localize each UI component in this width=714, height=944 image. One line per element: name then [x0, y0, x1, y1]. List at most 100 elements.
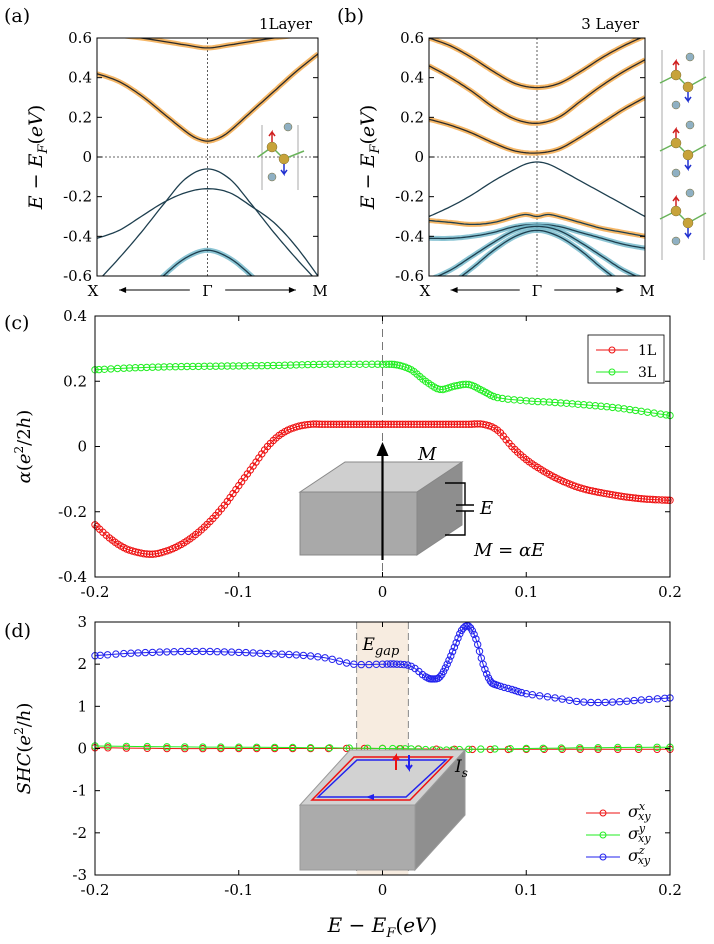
x-tick-label-x: X — [88, 282, 99, 300]
data-point — [620, 493, 628, 501]
data-point — [143, 363, 151, 372]
x-tick-label: -0.1 — [224, 881, 253, 899]
band-line-2 — [101, 168, 314, 276]
data-point — [281, 361, 289, 369]
data-point — [344, 360, 352, 368]
legend-marker — [599, 831, 607, 839]
data-point — [131, 364, 140, 372]
data-point — [309, 360, 318, 369]
data-point — [407, 662, 415, 670]
data-point — [430, 420, 438, 428]
data-point — [433, 384, 441, 393]
data-point — [309, 420, 318, 428]
data-point — [404, 661, 412, 669]
block-front — [299, 491, 418, 556]
data-point — [227, 648, 236, 656]
data-point — [385, 360, 393, 368]
data-point — [474, 640, 482, 649]
data-point — [181, 743, 189, 751]
data-point — [441, 664, 450, 672]
current-arrowhead — [366, 794, 374, 800]
bands — [97, 38, 318, 276]
data-point — [626, 405, 634, 414]
atom-mn — [278, 153, 290, 165]
spin-arrow-down — [684, 160, 692, 172]
y-axis-title: α(e2/2h) — [12, 410, 35, 484]
band-line-7 — [460, 229, 614, 276]
arrowhead-right — [288, 287, 296, 293]
arrowhead-right — [616, 287, 624, 293]
data-point — [470, 420, 479, 428]
y-tick-label: 0 — [82, 148, 92, 166]
data-point — [611, 491, 620, 499]
data-point — [396, 420, 404, 428]
data-point — [141, 648, 150, 657]
data-point — [137, 363, 145, 372]
data-point — [373, 420, 381, 428]
y-tick-label: -0.2 — [395, 188, 424, 206]
band-line-0 — [429, 38, 643, 89]
atom-mn — [682, 217, 694, 229]
data-point — [462, 420, 470, 428]
data-point — [212, 362, 220, 370]
data-point — [298, 421, 306, 430]
data-point — [421, 420, 430, 428]
data-point — [543, 693, 552, 701]
data-point — [511, 686, 519, 695]
data-point — [199, 647, 207, 656]
atom-mn — [670, 137, 682, 149]
legend-label: σz xy — [628, 844, 651, 867]
data-point — [367, 420, 375, 428]
data-point — [436, 420, 444, 428]
data-point — [289, 743, 297, 752]
data-point — [292, 361, 300, 369]
arrowhead-left — [450, 287, 458, 293]
y-tick-label: 0.2 — [400, 108, 424, 126]
data-point — [166, 363, 174, 371]
data-point — [263, 361, 272, 370]
data-point — [151, 550, 160, 558]
y-tick-label: -0.4 — [58, 568, 87, 586]
data-point — [517, 688, 526, 697]
data-point — [597, 402, 605, 410]
inset-label-e: E — [479, 498, 493, 519]
y-tick-label: -0.6 — [395, 267, 424, 285]
data-point — [476, 420, 484, 428]
data-point — [350, 420, 358, 428]
data-point — [640, 495, 648, 503]
atom-bi — [283, 122, 293, 132]
crystal-structure-3l-icon — [659, 50, 707, 260]
data-point — [653, 743, 661, 751]
data-point — [390, 360, 398, 369]
data-point — [551, 694, 559, 702]
data-point — [335, 657, 344, 665]
data-point — [321, 360, 329, 368]
data-point — [163, 648, 171, 656]
data-point — [148, 648, 157, 657]
data-point — [603, 403, 611, 411]
data-point — [462, 380, 470, 388]
data-point — [217, 743, 225, 751]
data-point — [585, 401, 594, 409]
data-point — [407, 420, 415, 428]
data-point — [504, 684, 512, 693]
data-point — [445, 656, 453, 664]
data-point — [398, 420, 407, 428]
legend-label: 3L — [638, 365, 656, 381]
data-point — [269, 361, 277, 370]
series-line — [94, 745, 671, 751]
band-weight-0 — [119, 38, 296, 51]
data-point — [653, 695, 662, 703]
data-point — [390, 420, 398, 428]
spin-arrow-up — [672, 58, 680, 70]
data-point — [643, 495, 651, 503]
data-point — [631, 494, 640, 502]
data-point — [459, 420, 467, 428]
data-point — [467, 420, 476, 428]
data-point — [315, 360, 323, 369]
data-point — [292, 651, 300, 659]
data-point — [154, 363, 163, 371]
